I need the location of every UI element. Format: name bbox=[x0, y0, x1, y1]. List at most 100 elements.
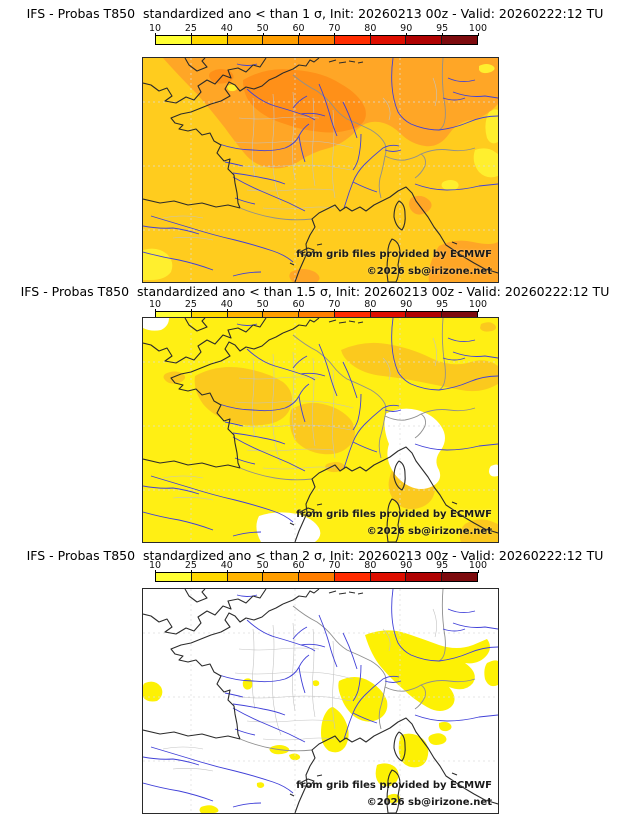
colorbar-ticks: 10 25 40 50 60 70 80 90 95 100 bbox=[149, 23, 487, 36]
colorbar-tick-label: 90 bbox=[400, 560, 413, 571]
colorbar bbox=[155, 35, 478, 45]
colorbar-tick-mark bbox=[478, 570, 479, 573]
colorbar-segment bbox=[406, 36, 443, 44]
colorbar-segment bbox=[227, 573, 264, 581]
colorbar-tick-label: 50 bbox=[256, 23, 269, 34]
colorbar-tick-mark bbox=[334, 570, 336, 573]
colorbar-segment bbox=[156, 312, 192, 320]
colorbar-segment bbox=[263, 573, 300, 581]
colorbar bbox=[155, 572, 478, 582]
colorbar-segment bbox=[191, 36, 228, 44]
probability-patches bbox=[143, 630, 498, 813]
colorbar-segment bbox=[406, 312, 443, 320]
colorbar-tick-mark bbox=[370, 309, 372, 312]
colorbar-tick-mark bbox=[406, 33, 408, 36]
colorbar-segment bbox=[370, 312, 407, 320]
colorbar-tick-mark bbox=[262, 309, 264, 312]
colorbar-tick-label: 70 bbox=[328, 299, 341, 310]
colorbar-tick-label: 90 bbox=[400, 23, 413, 34]
panel-sigma-1: IFS - Probas T850 standardized ano < tha… bbox=[0, 0, 630, 283]
colorbar-segment bbox=[191, 573, 228, 581]
colorbar-tick-mark bbox=[298, 309, 300, 312]
colorbar-tick-mark bbox=[190, 570, 192, 573]
map-frame-sigma-1-5: from grib files provided by ECMWF ©2026 … bbox=[142, 317, 499, 543]
attribution-text: from grib files provided by ECMWF bbox=[296, 509, 492, 520]
colorbar-segment bbox=[442, 312, 478, 320]
colorbar-tick-label: 25 bbox=[184, 299, 197, 310]
colorbar-segment bbox=[156, 573, 192, 581]
colorbar-tick-label: 70 bbox=[328, 23, 341, 34]
copyright-text: ©2026 sb@irizone.net bbox=[366, 266, 492, 277]
colorbar-segment bbox=[191, 312, 228, 320]
colorbar-tick-mark bbox=[190, 309, 192, 312]
copyright-text: ©2026 sb@irizone.net bbox=[366, 526, 492, 537]
colorbar-tick-mark bbox=[406, 570, 408, 573]
colorbar-tick-label: 40 bbox=[220, 299, 233, 310]
colorbar-tick-mark bbox=[262, 33, 264, 36]
colorbar-segment bbox=[334, 36, 371, 44]
colorbar-tick-label: 90 bbox=[400, 299, 413, 310]
colorbar-tick-label: 95 bbox=[436, 560, 449, 571]
colorbar-segment bbox=[299, 312, 335, 320]
attribution-text: from grib files provided by ECMWF bbox=[296, 249, 492, 260]
map-sigma-1 bbox=[143, 58, 498, 282]
colorbar-tick-mark bbox=[155, 570, 156, 573]
page-title: IFS - Probas T850 standardized ano < tha… bbox=[26, 548, 604, 563]
colorbar-tick-mark bbox=[190, 33, 192, 36]
colorbar-tick-mark bbox=[298, 33, 300, 36]
colorbar-segment bbox=[299, 36, 335, 44]
colorbar-tick-mark bbox=[262, 570, 264, 573]
colorbar-tick-label: 10 bbox=[148, 560, 162, 571]
colorbar-segment bbox=[263, 312, 300, 320]
colorbar-segment bbox=[334, 573, 371, 581]
colorbar-segment bbox=[299, 573, 335, 581]
colorbar-tick-label: 70 bbox=[328, 560, 341, 571]
colorbar-segment bbox=[263, 36, 300, 44]
colorbar-tick-mark bbox=[442, 309, 444, 312]
colorbar-tick-label: 80 bbox=[364, 560, 377, 571]
colorbar-tick-mark bbox=[442, 33, 444, 36]
colorbar-tick-mark bbox=[226, 570, 228, 573]
panel-sigma-2: IFS - Probas T850 standardized ano < tha… bbox=[0, 545, 630, 828]
colorbar-tick-mark bbox=[155, 309, 156, 312]
colorbar-segment bbox=[334, 312, 371, 320]
colorbar-tick-label: 10 bbox=[148, 299, 162, 310]
colorbar-segment bbox=[406, 573, 443, 581]
colorbar-tick-mark bbox=[478, 33, 479, 36]
colorbar-tick-label: 50 bbox=[256, 560, 269, 571]
colorbar-tick-label: 25 bbox=[184, 560, 197, 571]
colorbar-tick-label: 95 bbox=[436, 23, 449, 34]
colorbar-tick-mark bbox=[442, 570, 444, 573]
map-sigma-1-5 bbox=[143, 318, 498, 542]
colorbar-ticks: 10 25 40 50 60 70 80 90 95 100 bbox=[149, 299, 487, 312]
page-title: IFS - Probas T850 standardized ano < tha… bbox=[20, 284, 610, 299]
colorbar-tick-mark bbox=[334, 309, 336, 312]
colorbar-tick-mark bbox=[334, 33, 336, 36]
copyright-text: ©2026 sb@irizone.net bbox=[366, 797, 492, 808]
colorbar-tick-label: 95 bbox=[436, 299, 449, 310]
attribution-text: from grib files provided by ECMWF bbox=[296, 780, 492, 791]
colorbar-ticks: 10 25 40 50 60 70 80 90 95 100 bbox=[149, 560, 487, 573]
colorbar-segment bbox=[227, 36, 264, 44]
colorbar-segment bbox=[442, 573, 478, 581]
colorbar-segment bbox=[442, 36, 478, 44]
colorbar-tick-label: 50 bbox=[256, 299, 269, 310]
colorbar-tick-label: 40 bbox=[220, 23, 233, 34]
colorbar-segment bbox=[227, 312, 264, 320]
probability-patches bbox=[143, 318, 498, 542]
colorbar-segment bbox=[370, 36, 407, 44]
colorbar-tick-label: 10 bbox=[148, 23, 162, 34]
map-frame-sigma-2: from grib files provided by ECMWF ©2026 … bbox=[142, 588, 499, 814]
colorbar-tick-label: 40 bbox=[220, 560, 233, 571]
page-title: IFS - Probas T850 standardized ano < tha… bbox=[26, 6, 604, 21]
colorbar-tick-label: 25 bbox=[184, 23, 197, 34]
colorbar-tick-mark bbox=[155, 33, 156, 36]
colorbar-tick-label: 60 bbox=[292, 23, 305, 34]
colorbar-tick-label: 80 bbox=[364, 23, 377, 34]
colorbar-segment bbox=[370, 573, 407, 581]
colorbar-tick-mark bbox=[478, 309, 479, 312]
colorbar-tick-label: 100 bbox=[468, 560, 488, 571]
colorbar-tick-label: 80 bbox=[364, 299, 377, 310]
map-sigma-2 bbox=[143, 589, 498, 813]
